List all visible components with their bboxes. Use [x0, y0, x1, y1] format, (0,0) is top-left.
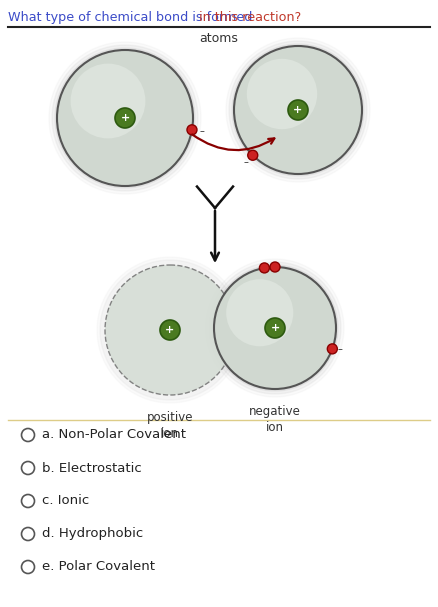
Text: What type of chemical bond is formed: What type of chemical bond is formed — [8, 11, 256, 24]
Circle shape — [21, 560, 35, 574]
Circle shape — [52, 45, 198, 191]
Circle shape — [247, 59, 317, 129]
Circle shape — [259, 263, 269, 273]
Text: –: – — [338, 344, 343, 354]
Circle shape — [105, 265, 235, 395]
Circle shape — [100, 260, 240, 400]
Circle shape — [21, 461, 35, 475]
Circle shape — [71, 64, 145, 138]
Circle shape — [226, 38, 370, 182]
Circle shape — [270, 262, 280, 272]
Circle shape — [214, 267, 336, 389]
Circle shape — [232, 44, 364, 176]
Text: c. Ionic: c. Ionic — [42, 495, 89, 507]
Circle shape — [115, 108, 135, 128]
Circle shape — [49, 42, 201, 194]
Circle shape — [55, 48, 195, 188]
Text: e. Polar Covalent: e. Polar Covalent — [42, 560, 155, 574]
Text: +: + — [270, 323, 279, 333]
Text: positive
ion: positive ion — [147, 411, 193, 440]
Text: b. Electrostatic: b. Electrostatic — [42, 461, 142, 475]
Circle shape — [21, 495, 35, 507]
Circle shape — [288, 100, 308, 120]
Circle shape — [229, 41, 367, 179]
Text: +: + — [166, 325, 175, 335]
Circle shape — [212, 265, 338, 391]
Text: a. Non-Polar Covalent: a. Non-Polar Covalent — [42, 429, 186, 441]
Circle shape — [21, 429, 35, 441]
Circle shape — [97, 257, 243, 403]
Text: +: + — [293, 105, 303, 115]
Circle shape — [206, 259, 344, 397]
Circle shape — [209, 262, 341, 394]
Circle shape — [234, 46, 362, 174]
Circle shape — [248, 151, 258, 160]
Text: –: – — [243, 157, 248, 168]
Circle shape — [265, 318, 285, 338]
Circle shape — [327, 344, 337, 354]
Circle shape — [226, 279, 293, 347]
Circle shape — [187, 125, 197, 135]
Text: –: – — [199, 126, 204, 137]
Text: atoms: atoms — [200, 32, 238, 45]
FancyArrowPatch shape — [192, 134, 274, 150]
Circle shape — [57, 50, 193, 186]
Circle shape — [21, 527, 35, 540]
Text: negative
ion: negative ion — [249, 405, 301, 434]
Circle shape — [160, 320, 180, 340]
Text: +: + — [120, 113, 130, 123]
Text: in this reaction?: in this reaction? — [198, 11, 301, 24]
Text: d. Hydrophobic: d. Hydrophobic — [42, 527, 143, 540]
